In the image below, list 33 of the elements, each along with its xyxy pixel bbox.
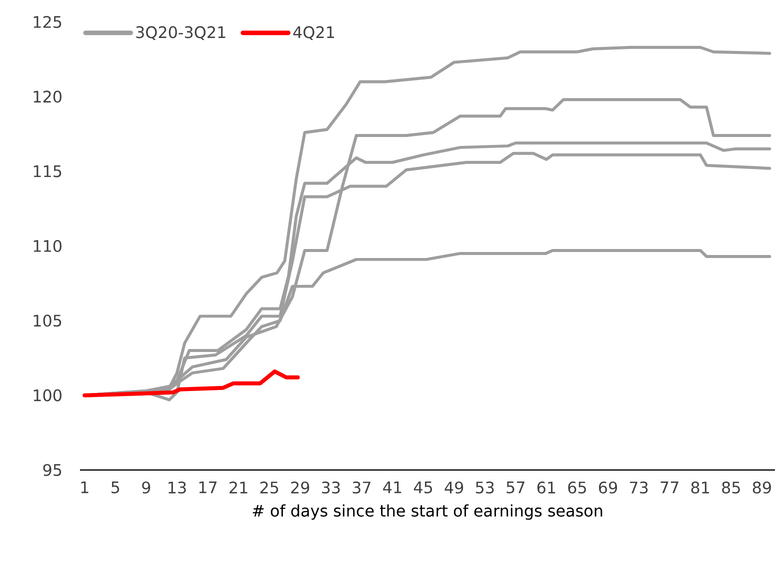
y-tick-label: 100: [34, 389, 62, 402]
x-tick-label: 81: [691, 481, 710, 494]
x-tick-label: 49: [444, 481, 464, 494]
x-tick-label: 85: [722, 481, 740, 494]
x-tick-label: 17: [199, 481, 217, 494]
y-tick-label: 125: [34, 16, 62, 28]
x-tick-label: 89: [752, 481, 771, 494]
x-tick-label: 45: [414, 481, 432, 494]
y-tick-label: 115: [34, 165, 62, 178]
x-tick-label: 29: [291, 481, 310, 494]
x-tick-label: 65: [568, 481, 586, 494]
x-tick-label: 33: [322, 481, 340, 494]
legend-label: 3Q20-3Q21: [136, 26, 226, 40]
x-tick-label: 73: [630, 481, 648, 494]
y-tick-label: 105: [34, 314, 62, 327]
y-tick-label: 120: [34, 90, 62, 103]
y-tick-label: 110: [34, 240, 62, 252]
legend-label: 4Q21: [293, 26, 334, 40]
x-tick-label: 77: [660, 481, 678, 494]
x-axis-title: # of days since the start of earnings season: [252, 504, 602, 520]
x-tick-label: 37: [352, 481, 370, 494]
x-tick-label: 1: [81, 481, 88, 494]
y-tick-label: 95: [43, 464, 62, 476]
x-tick-label: 13: [168, 481, 186, 494]
x-tick-label: 5: [112, 481, 120, 494]
x-tick-label: 53: [476, 481, 494, 494]
x-tick-label: 69: [598, 481, 617, 494]
x-tick-label: 25: [260, 481, 278, 494]
x-tick-label: 21: [230, 481, 248, 494]
x-tick-label: 41: [383, 481, 402, 494]
x-tick-label: 57: [506, 481, 524, 494]
x-tick-label: 9: [142, 481, 150, 494]
x-tick-label: 61: [537, 481, 556, 494]
